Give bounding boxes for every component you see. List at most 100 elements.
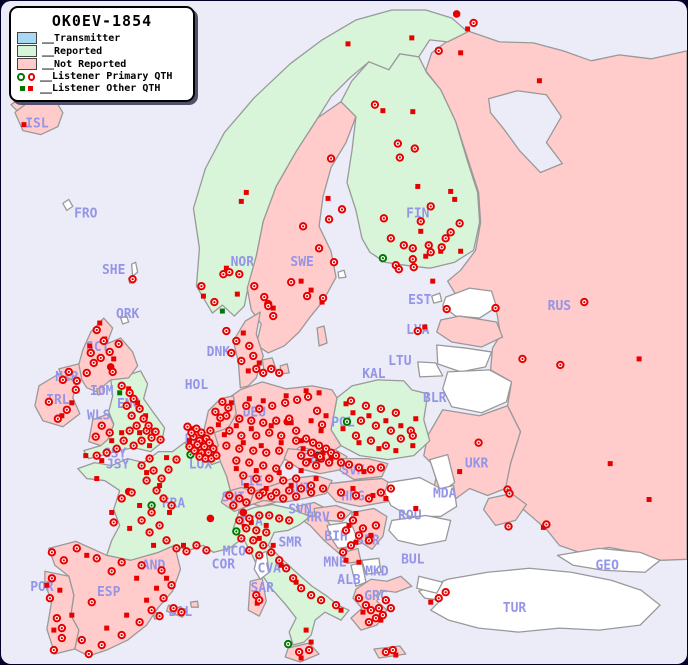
- listener-primary-marker-dot: [305, 437, 308, 440]
- listener-primary-marker: [314, 244, 324, 253]
- listener-primary-marker-dot: [145, 479, 148, 482]
- listener-primary-marker: [259, 418, 268, 427]
- listener-primary-marker: [172, 544, 181, 553]
- country-label-ISL: ISL: [25, 117, 49, 132]
- listener-primary-marker-dot: [310, 491, 313, 494]
- listener-primary-marker-dot: [278, 371, 281, 374]
- country-label-SVN: SVN: [288, 502, 312, 517]
- listener-primary-marker-dot: [48, 597, 51, 600]
- listener-primary-marker: [338, 548, 348, 557]
- listener-primary-marker-dot: [87, 652, 90, 656]
- country-label-BLR: BLR: [423, 391, 447, 406]
- listener-primary-marker: [209, 444, 218, 453]
- listener-other-marker: [69, 400, 75, 406]
- listener-primary-marker: [145, 454, 154, 463]
- listener-primary-marker: [371, 613, 381, 623]
- listener-primary-marker-dot: [210, 457, 213, 460]
- listener-primary-marker: [237, 356, 246, 366]
- legend-item-not-reported: __Not Reported: [17, 58, 187, 70]
- listener-primary-marker: [192, 541, 201, 550]
- country-label-BUL: BUL: [401, 552, 425, 567]
- listener-primary-marker-dot: [310, 484, 313, 487]
- listener-primary-marker-dot: [394, 264, 397, 267]
- listener-other-marker: [361, 469, 367, 475]
- listener-primary-marker: [225, 426, 234, 435]
- listener-primary-marker: [376, 404, 386, 413]
- listener-other-marker: [253, 468, 259, 474]
- listener-other-marker: [180, 542, 186, 548]
- listener-other-marker: [448, 188, 454, 194]
- country-KAL: [417, 361, 444, 378]
- listener-primary-marker: [187, 428, 196, 437]
- listener-primary-marker: [155, 611, 164, 621]
- listener-other-marker: [607, 461, 613, 467]
- listener-primary-marker: [381, 596, 391, 605]
- listener-primary-marker: [267, 364, 276, 374]
- listener-primary-marker-dot: [138, 621, 141, 624]
- listener-primary-marker: [147, 433, 156, 442]
- listener-primary-marker-dot: [255, 594, 258, 597]
- listener-primary-marker-dot: [327, 218, 331, 221]
- legend-title: OK0EV-1854: [51, 12, 153, 30]
- listener-primary-marker-dot: [61, 378, 64, 381]
- legend-label: __Listener Other QTH: [40, 83, 161, 94]
- listener-primary-marker: [286, 277, 296, 287]
- listener-primary-marker: [268, 401, 277, 410]
- listener-primary-marker-dot: [255, 477, 258, 480]
- listener-other-marker: [246, 396, 252, 402]
- listener-primary-marker-dot: [359, 419, 363, 422]
- listener-primary-marker: [107, 567, 116, 576]
- listener-primary-marker-dot: [351, 519, 355, 522]
- country-label-DNK: DNK: [207, 345, 231, 360]
- listener-solid-marker: [239, 508, 248, 517]
- listener-primary-marker-dot: [444, 591, 447, 594]
- listener-primary-marker-dot: [369, 468, 373, 471]
- listener-primary-marker-dot: [252, 449, 255, 452]
- listener-primary-marker: [264, 301, 273, 311]
- listener-primary-marker-dot: [295, 495, 298, 498]
- listener-primary-marker-dot: [238, 519, 241, 522]
- listener-primary-marker-dot: [413, 147, 416, 150]
- listener-primary-marker: [376, 488, 386, 497]
- listener-primary-marker: [331, 600, 341, 610]
- listener-primary-marker: [167, 581, 176, 590]
- listener-primary-marker-dot: [339, 461, 343, 464]
- country-label-ALB: ALB: [337, 573, 361, 588]
- listener-primary-marker-dot: [292, 577, 295, 580]
- listener-primary-marker: [156, 435, 165, 444]
- listener-primary-marker: [329, 258, 339, 267]
- listener-primary-marker-dot: [62, 559, 65, 562]
- listener-primary-marker-dot: [280, 434, 283, 437]
- listener-primary-marker-dot: [285, 567, 288, 570]
- listener-primary-marker: [364, 494, 374, 503]
- listener-primary-marker: [255, 596, 264, 605]
- country-BUL: [388, 514, 452, 547]
- listener-other-marker: [276, 470, 282, 476]
- country-label-MCO: MCO: [223, 544, 247, 559]
- listener-primary-marker: [237, 431, 246, 440]
- listener-primary-marker: [304, 645, 314, 655]
- listener-primary-marker-dot: [140, 519, 143, 522]
- listener-primary-marker: [446, 228, 455, 237]
- listener-other-marker: [248, 519, 254, 525]
- listener-solid-marker: [452, 10, 461, 18]
- listener-primary-marker-dot: [152, 469, 155, 472]
- listener-other-marker: [313, 476, 319, 482]
- country-ORK: [120, 315, 130, 325]
- listener-primary-marker: [336, 488, 346, 497]
- listener-other-marker: [465, 26, 471, 32]
- country-label-MDA: MDA: [433, 487, 457, 502]
- listener-primary-marker-dot: [148, 457, 151, 460]
- listener-primary-marker: [139, 414, 148, 423]
- listener-primary-marker: [210, 297, 219, 307]
- listener-other-marker: [127, 525, 133, 531]
- listener-other-marker: [109, 438, 115, 444]
- listener-primary-marker-dot: [225, 444, 228, 447]
- listener-primary-green-marker-dot: [235, 530, 238, 533]
- listener-primary-marker: [159, 494, 168, 503]
- listener-primary-marker: [269, 311, 278, 321]
- listener-primary-marker: [275, 556, 284, 565]
- listener-primary-marker-dot: [327, 461, 331, 464]
- listener-primary-marker: [117, 630, 126, 640]
- listener-other-marker: [137, 502, 143, 508]
